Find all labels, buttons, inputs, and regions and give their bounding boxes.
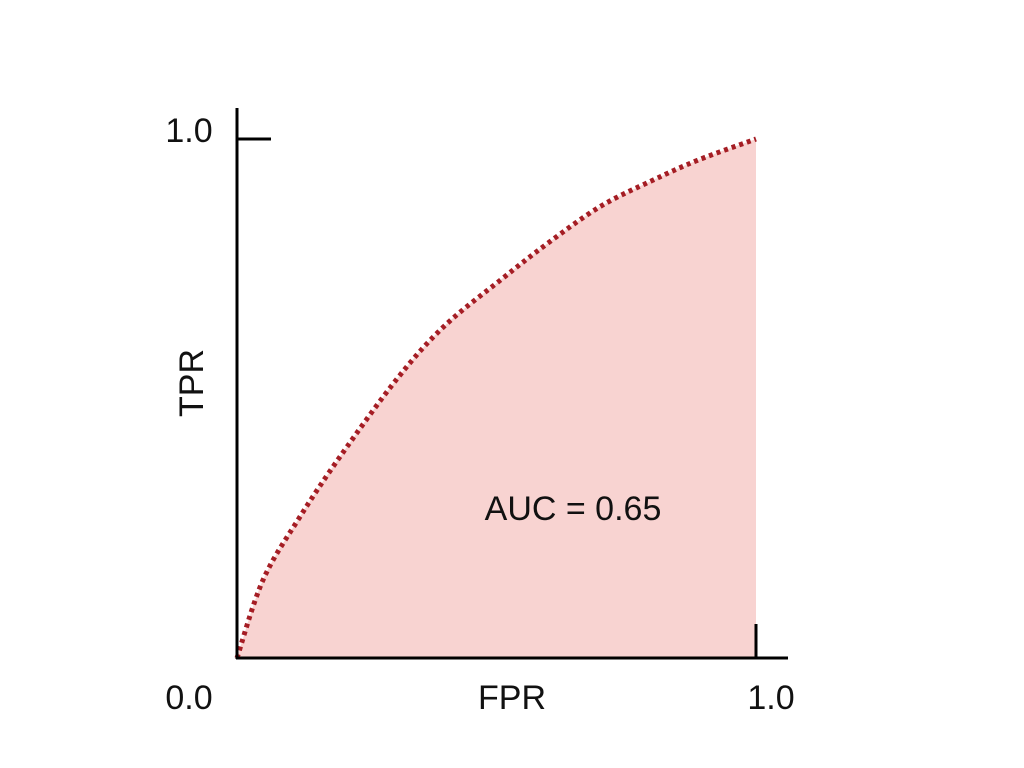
- x-tick-label-0: 0.0: [165, 679, 212, 717]
- x-tick-label-1: 1.0: [747, 679, 794, 717]
- y-tick-label-1: 1.0: [165, 112, 212, 150]
- roc-curve: [234, 136, 757, 659]
- x-axis-label: FPR: [478, 679, 546, 717]
- y-axis-label: TPR: [173, 349, 211, 417]
- auc-area: [237, 139, 756, 658]
- auc-annotation: AUC = 0.65: [485, 490, 662, 528]
